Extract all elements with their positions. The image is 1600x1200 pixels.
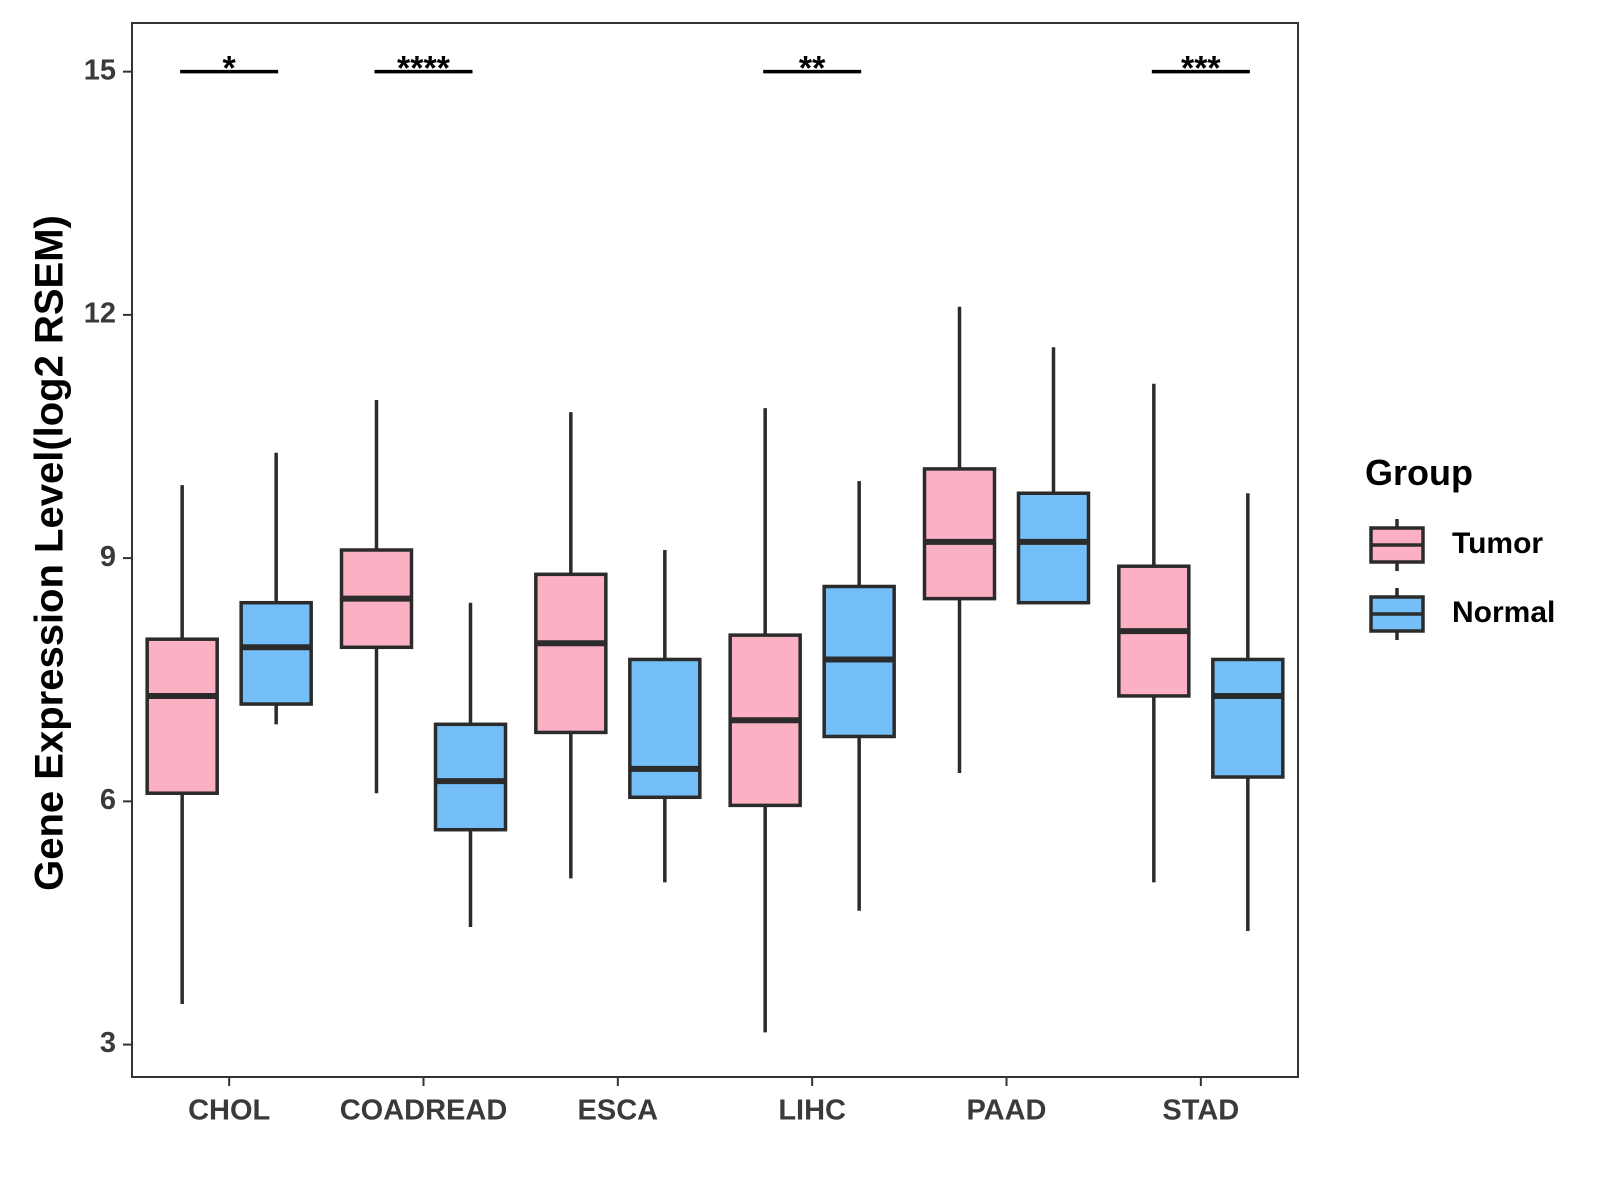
box-tumor-lihc — [728, 408, 802, 1033]
box-tumor-coadread — [339, 400, 414, 794]
y-axis-label: Gene Expression Level(log2 RSEM) — [28, 215, 72, 891]
significance-label-stad: *** — [1181, 50, 1221, 88]
legend-label-normal: Normal — [1452, 596, 1555, 629]
legend-label-tumor: Tumor — [1452, 527, 1543, 560]
legend-item-tumor: Tumor — [1369, 519, 1543, 571]
box-normal-stad — [1211, 493, 1285, 932]
box-normal-chol — [239, 452, 313, 725]
x-tick-label-chol: CHOL — [188, 1095, 270, 1127]
box-tumor-paad — [922, 306, 997, 773]
significance-label-coadread: **** — [397, 50, 451, 88]
x-tick-label-paad: PAAD — [966, 1095, 1046, 1127]
box-normal-lihc — [822, 481, 896, 911]
box-body-normal-coadread — [433, 722, 508, 832]
box-normal-paad — [1016, 347, 1091, 605]
x-tick-label-lihc: LIHC — [778, 1095, 846, 1127]
box-normal-esca — [628, 550, 702, 883]
box-tumor-esca — [534, 412, 608, 879]
significance-label-chol: * — [223, 50, 237, 88]
panel-border — [131, 22, 1299, 1078]
x-tick-label-esca: ESCA — [578, 1095, 659, 1127]
legend-title: Group — [1365, 452, 1473, 493]
y-tick-label-3: 3 — [100, 1027, 116, 1059]
y-tick-label-15: 15 — [84, 54, 116, 86]
box-tumor-stad — [1117, 383, 1191, 883]
box-body-tumor-paad — [922, 467, 997, 601]
x-tick-label-coadread: COADREAD — [340, 1095, 508, 1127]
box-body-tumor-chol — [145, 637, 219, 795]
box-body-normal-esca — [628, 657, 702, 800]
box-normal-coadread — [433, 602, 508, 928]
plot-area: * **** ** *** — [145, 50, 1285, 1033]
axes: 3 6 9 12 15 CHOL COADREAD ESCA LIHC PAAD STAD — [84, 22, 1299, 1127]
box-body-normal-stad — [1211, 657, 1285, 779]
significance-label-lihc: ** — [799, 50, 826, 88]
y-tick-label-12: 12 — [84, 298, 116, 330]
box-body-normal-paad — [1016, 491, 1091, 605]
legend: Group Tumor Normal — [1365, 452, 1555, 640]
box-body-normal-chol — [239, 600, 313, 706]
y-tick-label-9: 9 — [100, 541, 116, 573]
y-tick-label-6: 6 — [100, 784, 116, 816]
box-tumor-chol — [145, 485, 219, 1005]
legend-item-normal: Normal — [1369, 588, 1555, 640]
box-body-tumor-esca — [534, 572, 608, 735]
x-tick-label-stad: STAD — [1162, 1095, 1239, 1127]
